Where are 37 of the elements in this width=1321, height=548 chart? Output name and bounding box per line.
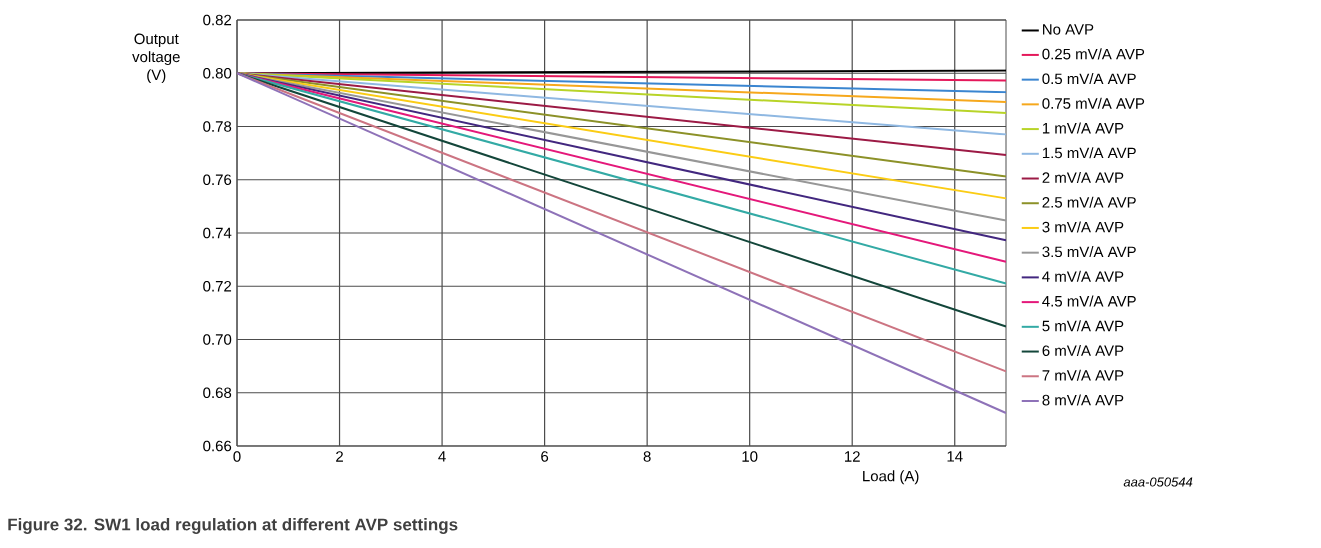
legend-label: 4 mV/A AVP xyxy=(1042,270,1124,282)
y-tick-label: 0.68 xyxy=(203,387,232,399)
x-tick-label: 2 xyxy=(336,451,343,462)
y-tick-label: 0.80 xyxy=(203,67,232,79)
x-tick-label: 6 xyxy=(541,451,549,462)
x-tick-label: 12 xyxy=(845,451,860,462)
legend-label: 6 mV/A AVP xyxy=(1042,344,1124,356)
x-tick-label: 14 xyxy=(947,451,963,462)
legend-label: 4.5 mV/A AVP xyxy=(1042,295,1136,307)
legend-label: 3 mV/A AVP xyxy=(1042,221,1124,233)
y-tick-label: 0.66 xyxy=(203,440,232,452)
legend-label: 3.5 mV/A AVP xyxy=(1042,246,1136,258)
legend-label: No AVP xyxy=(1043,24,1094,35)
legend-label: 2 mV/A AVP xyxy=(1042,171,1124,183)
legend-label: 0.5 mV/A AVP xyxy=(1042,73,1136,85)
text: aaa-050544 xyxy=(1123,477,1193,487)
legend-label: 1 mV/A AVP xyxy=(1042,122,1124,134)
text: Figure 32. SW1 load regulation at different AVP settings xyxy=(8,518,458,534)
y-tick-label: 0.70 xyxy=(203,334,232,345)
legend-label: 2.5 mV/A AVP xyxy=(1042,196,1136,208)
y-tick-label: 0.72 xyxy=(203,280,232,292)
x-tick-label: 4 xyxy=(438,451,446,462)
y-tick-label: 0.74 xyxy=(203,227,232,239)
legend-label: 1.5 mV/A AVP xyxy=(1042,147,1136,159)
legend-label: 7 mV/A AVP xyxy=(1042,369,1124,381)
x-axis-title: Load (A) xyxy=(863,470,919,485)
x-tick-label: 10 xyxy=(742,451,758,462)
x-tick-label: 0 xyxy=(233,451,241,462)
y-tick-label: 0.82 xyxy=(203,14,232,26)
y-tick-label: 0.76 xyxy=(203,174,232,186)
legend-label: 0.75 mV/A AVP xyxy=(1042,97,1145,109)
x-tick-label: 8 xyxy=(643,451,651,462)
legend-label: 5 mV/A AVP xyxy=(1042,320,1124,332)
legend-label: 8 mV/A AVP xyxy=(1042,394,1124,406)
y-tick-label: 0.78 xyxy=(203,121,232,132)
legend-label: 0.25 mV/A AVP xyxy=(1042,48,1145,60)
y-axis-title: Output voltage (V) xyxy=(132,33,180,84)
